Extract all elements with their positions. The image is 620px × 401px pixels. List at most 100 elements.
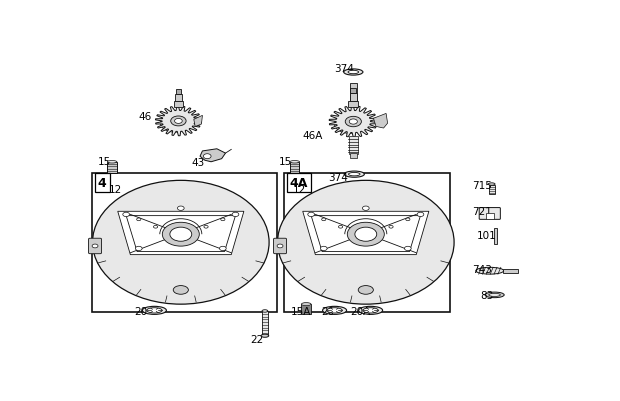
Text: 20: 20 xyxy=(134,306,148,316)
Ellipse shape xyxy=(278,181,454,304)
Text: 721: 721 xyxy=(472,206,492,216)
Text: 101: 101 xyxy=(477,231,497,241)
Circle shape xyxy=(322,219,326,221)
Bar xyxy=(350,84,356,107)
Circle shape xyxy=(345,117,361,128)
Text: 374: 374 xyxy=(335,64,355,74)
Bar xyxy=(489,185,495,194)
Text: 12: 12 xyxy=(108,184,122,194)
Text: 12: 12 xyxy=(293,184,306,194)
Bar xyxy=(175,95,182,102)
FancyBboxPatch shape xyxy=(89,239,102,254)
Circle shape xyxy=(404,247,411,251)
Text: 15A: 15A xyxy=(290,306,311,316)
Ellipse shape xyxy=(92,181,269,304)
Ellipse shape xyxy=(173,286,188,294)
Circle shape xyxy=(232,213,239,217)
Bar xyxy=(301,304,311,314)
Text: 4: 4 xyxy=(98,176,107,189)
Ellipse shape xyxy=(107,161,117,164)
Ellipse shape xyxy=(348,173,360,176)
Text: 83: 83 xyxy=(480,290,494,300)
Circle shape xyxy=(123,213,130,217)
Ellipse shape xyxy=(489,294,500,297)
Text: 46A: 46A xyxy=(303,130,323,140)
Bar xyxy=(174,102,183,108)
Ellipse shape xyxy=(358,286,373,294)
Circle shape xyxy=(355,228,377,242)
Ellipse shape xyxy=(290,161,299,164)
Text: 46: 46 xyxy=(138,112,151,122)
Bar xyxy=(262,311,268,335)
Bar xyxy=(92,173,277,312)
Ellipse shape xyxy=(301,303,311,306)
FancyBboxPatch shape xyxy=(479,208,500,220)
Polygon shape xyxy=(200,150,226,162)
Circle shape xyxy=(363,207,369,211)
Bar xyxy=(349,137,358,155)
Text: 4A: 4A xyxy=(290,176,308,189)
Ellipse shape xyxy=(147,308,162,313)
Circle shape xyxy=(277,245,283,248)
Polygon shape xyxy=(334,118,367,134)
Circle shape xyxy=(204,226,208,229)
Polygon shape xyxy=(329,107,378,138)
Ellipse shape xyxy=(348,71,358,75)
Circle shape xyxy=(349,119,357,125)
Circle shape xyxy=(405,219,410,221)
Bar xyxy=(107,162,117,174)
Circle shape xyxy=(308,213,314,217)
Circle shape xyxy=(170,117,186,127)
Polygon shape xyxy=(118,212,244,255)
Circle shape xyxy=(136,219,141,221)
Ellipse shape xyxy=(322,306,347,315)
Circle shape xyxy=(162,223,199,247)
Ellipse shape xyxy=(327,308,342,313)
Circle shape xyxy=(339,226,343,229)
Bar xyxy=(494,229,497,244)
Polygon shape xyxy=(194,116,202,127)
Ellipse shape xyxy=(261,334,268,337)
Bar xyxy=(175,90,181,95)
Bar xyxy=(284,173,450,312)
Circle shape xyxy=(135,247,142,251)
Circle shape xyxy=(347,223,384,247)
Ellipse shape xyxy=(476,267,503,274)
Circle shape xyxy=(170,228,192,242)
Text: 20: 20 xyxy=(322,306,335,316)
Ellipse shape xyxy=(262,310,268,312)
Polygon shape xyxy=(303,212,429,255)
Circle shape xyxy=(92,245,98,248)
Bar xyxy=(348,102,358,107)
Circle shape xyxy=(203,154,211,159)
Circle shape xyxy=(154,226,157,229)
Circle shape xyxy=(321,247,327,251)
Text: 374: 374 xyxy=(329,172,348,182)
Circle shape xyxy=(177,207,184,211)
Text: 715: 715 xyxy=(472,180,492,190)
Circle shape xyxy=(219,247,226,251)
Bar xyxy=(350,89,356,94)
Ellipse shape xyxy=(358,306,383,315)
Ellipse shape xyxy=(143,306,166,315)
Circle shape xyxy=(175,119,182,124)
Ellipse shape xyxy=(363,308,378,313)
Bar xyxy=(503,269,518,273)
Polygon shape xyxy=(156,107,202,136)
Bar xyxy=(290,162,299,174)
Circle shape xyxy=(417,213,424,217)
Text: 22: 22 xyxy=(250,334,264,344)
Bar xyxy=(350,94,357,102)
Ellipse shape xyxy=(489,183,495,186)
Ellipse shape xyxy=(344,172,365,178)
Bar xyxy=(350,154,357,158)
Bar xyxy=(486,213,494,220)
Text: 743: 743 xyxy=(472,265,492,275)
Ellipse shape xyxy=(485,292,504,298)
Circle shape xyxy=(389,226,393,229)
Ellipse shape xyxy=(343,70,363,76)
Circle shape xyxy=(221,219,225,221)
Polygon shape xyxy=(373,114,388,129)
Polygon shape xyxy=(160,118,192,133)
Text: 15: 15 xyxy=(279,157,293,167)
